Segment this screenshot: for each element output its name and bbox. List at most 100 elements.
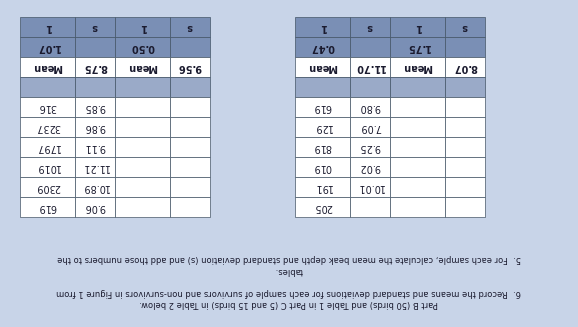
Bar [115,157,170,177]
Text: 0.47: 0.47 [310,42,335,52]
Bar [445,97,485,117]
Bar [390,37,445,57]
Bar [390,97,445,117]
Text: tables.: tables. [275,266,303,274]
Bar [295,57,350,77]
Text: 2309: 2309 [35,182,60,192]
Text: 191: 191 [313,182,332,192]
Text: 205: 205 [313,202,332,212]
Bar [350,37,390,57]
Text: 10.01: 10.01 [356,182,384,192]
Text: 8.07: 8.07 [453,62,477,72]
Text: 9.86: 9.86 [84,122,106,132]
Text: 619: 619 [38,202,57,212]
Bar [445,77,485,97]
Text: Mean: Mean [128,62,157,72]
Bar [295,97,350,117]
Bar [350,57,390,77]
Text: Mean: Mean [32,62,62,72]
Text: 1.07: 1.07 [35,42,60,52]
Bar [170,17,210,37]
Bar [115,197,170,217]
Text: 10.89: 10.89 [81,182,109,192]
Bar [445,57,485,77]
Text: 8.75: 8.75 [83,62,107,72]
Bar [295,77,350,97]
Bar [115,97,170,117]
Bar [115,37,170,57]
Bar [350,17,390,37]
Bar [295,117,350,137]
Bar [350,137,390,157]
Bar [170,97,210,117]
Bar [75,17,115,37]
Bar [170,137,210,157]
Text: 129: 129 [313,122,332,132]
Text: Mean: Mean [403,62,432,72]
Text: 1: 1 [319,22,326,32]
Bar [390,157,445,177]
Bar [20,77,75,97]
Bar [20,37,75,57]
Bar [390,197,445,217]
Text: 9.56: 9.56 [178,62,202,72]
Bar [20,117,75,137]
Bar [115,17,170,37]
Bar [75,117,115,137]
Text: 9.25: 9.25 [359,142,381,152]
Bar [20,177,75,197]
Bar [170,177,210,197]
Bar [170,57,210,77]
Text: 1: 1 [139,22,146,32]
Bar [295,177,350,197]
Text: 9.06: 9.06 [84,202,106,212]
Bar [115,177,170,197]
Bar [350,97,390,117]
Text: 1797: 1797 [35,142,60,152]
Bar [75,137,115,157]
Bar [20,17,75,37]
Bar [445,17,485,37]
Bar [390,137,445,157]
Bar [115,117,170,137]
Text: 3237: 3237 [35,122,60,132]
Bar [20,157,75,177]
Text: 6.  Record the means and standard deviations for each sample of survivors and no: 6. Record the means and standard deviati… [57,287,521,297]
Text: 9.85: 9.85 [84,102,106,112]
Bar [350,177,390,197]
Bar [75,77,115,97]
Text: 019: 019 [313,162,332,172]
Bar [20,137,75,157]
Bar [350,197,390,217]
Text: 1.75: 1.75 [406,42,429,52]
Text: 0.50: 0.50 [131,42,154,52]
Text: 619: 619 [313,102,332,112]
Bar [20,57,75,77]
Bar [115,77,170,97]
Bar [295,137,350,157]
Bar [350,117,390,137]
Text: 1: 1 [414,22,421,32]
Bar [445,197,485,217]
Bar [170,117,210,137]
Text: s: s [92,22,98,32]
Bar [390,117,445,137]
Text: Part B (50 birds) and Table 1 in Part C (5 and 15 birds) in Table 2 below.: Part B (50 birds) and Table 1 in Part C … [140,299,438,307]
Text: s: s [462,22,468,32]
Bar [390,177,445,197]
Text: 11.70: 11.70 [355,62,386,72]
Bar [445,37,485,57]
Bar [390,57,445,77]
Bar [350,157,390,177]
Bar [445,117,485,137]
Bar [295,37,350,57]
Text: 9.80: 9.80 [360,102,381,112]
Bar [75,57,115,77]
Text: 11.21: 11.21 [81,162,109,172]
Bar [75,97,115,117]
Bar [115,57,170,77]
Bar [20,97,75,117]
Bar [75,177,115,197]
Text: s: s [187,22,193,32]
Bar [170,197,210,217]
